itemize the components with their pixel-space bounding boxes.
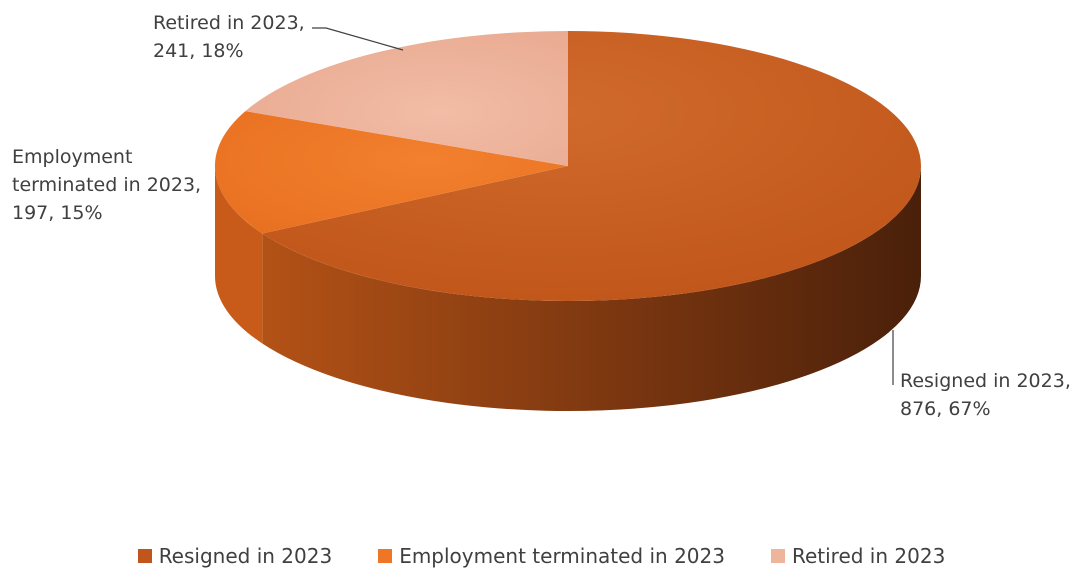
data-label-resigned: Resigned in 2023, 876, 67% — [900, 370, 1077, 420]
legend-item-employment-terminated: Employment terminated in 2023 — [378, 544, 725, 568]
legend-swatch — [770, 549, 785, 563]
data-label-employment-terminated: Employment terminated in 2023, 197, 15% — [12, 146, 207, 224]
leader-line-retired — [312, 27, 404, 51]
pie-slice-side-resigned — [262, 166, 921, 411]
pie-slice-side-terminated — [215, 166, 263, 344]
legend-item-retired: Retired in 2023 — [770, 544, 946, 568]
legend-swatch — [137, 549, 152, 563]
legend-label: Resigned in 2023 — [158, 544, 333, 568]
pie-slice-resigned — [262, 31, 922, 302]
legend-label: Employment terminated in 2023 — [399, 544, 725, 568]
pie-slice-retired — [245, 30, 568, 167]
legend: Resigned in 2023 Employment terminated i… — [0, 543, 1083, 569]
legend-label: Retired in 2023 — [791, 544, 946, 568]
legend-swatch — [378, 549, 393, 563]
data-label-retired: Retired in 2023, 241, 18% — [153, 12, 311, 62]
pie-slice-employment-terminated — [214, 111, 568, 234]
legend-item-resigned: Resigned in 2023 — [137, 544, 333, 568]
